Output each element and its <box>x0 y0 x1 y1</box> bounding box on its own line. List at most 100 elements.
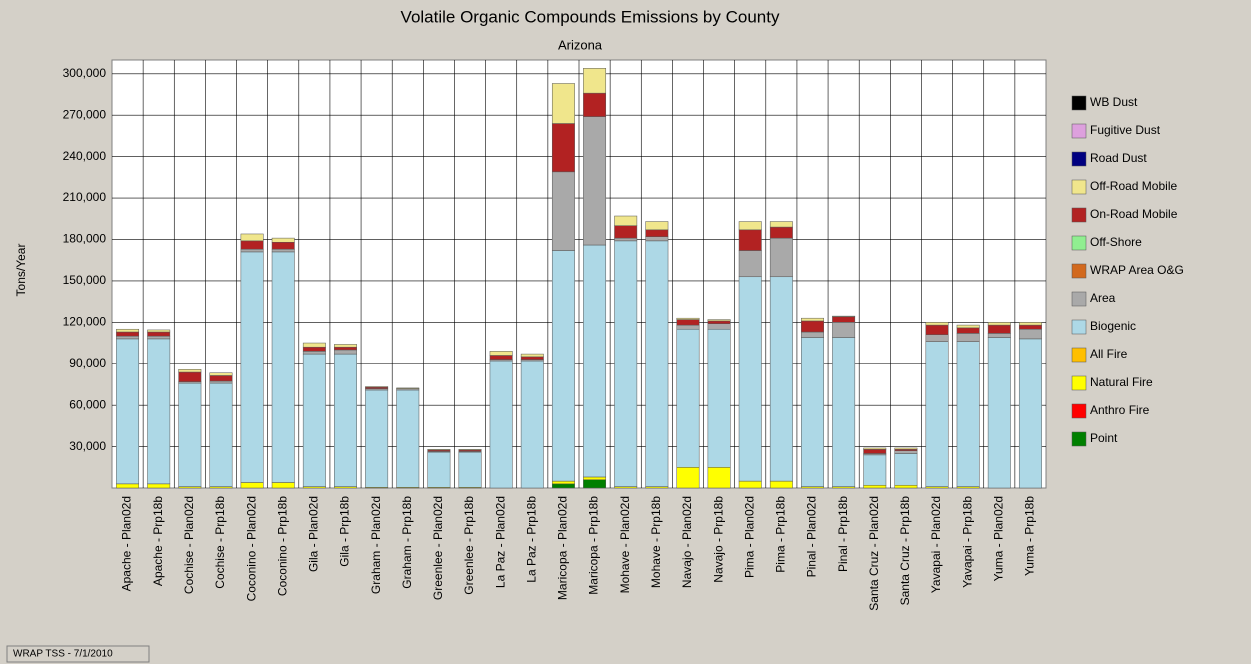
bar-segment <box>116 331 140 337</box>
bar-segment <box>925 334 949 342</box>
bar-segment <box>894 453 918 486</box>
bar-segment <box>801 331 824 338</box>
legend-label: Natural Fire <box>1090 375 1153 389</box>
bar-segment <box>676 467 700 489</box>
bar-segment <box>116 335 140 340</box>
bar-segment <box>1018 338 1042 489</box>
x-tick-label: Apache - Prp18b <box>151 496 165 586</box>
bar-segment <box>334 349 357 355</box>
x-tick-label: Pinal - Plan02d <box>805 496 819 577</box>
bar-segment <box>178 369 202 373</box>
y-tick-label: 30,000 <box>69 439 106 453</box>
x-tick-label: Greenlee - Plan02d <box>431 496 445 600</box>
bar-segment <box>614 215 638 226</box>
bar-segment <box>209 372 233 376</box>
y-tick-label: 270,000 <box>63 107 107 121</box>
x-tick-label: Navajo - Plan02d <box>680 496 694 588</box>
bar-segment <box>551 83 575 124</box>
bar-segment <box>738 221 762 231</box>
legend-swatch <box>1071 431 1087 447</box>
bar-segment <box>551 171 575 251</box>
bar-segment <box>271 248 295 253</box>
x-tick-label: La Paz - Prp18b <box>524 496 538 583</box>
x-tick-label: Yavapai - Plan02d <box>929 496 943 593</box>
bar-segment <box>209 380 233 384</box>
legend-swatch <box>1071 179 1087 195</box>
bar-segment <box>956 327 980 334</box>
chart-title: Volatile Organic Compounds Emissions by … <box>401 7 780 26</box>
x-tick-label: Yuma - Prp18b <box>1023 496 1037 576</box>
bar-segment <box>769 276 793 482</box>
x-tick-label: Pima - Prp18b <box>774 496 788 573</box>
bar-segment <box>116 328 140 333</box>
legend-swatch <box>1071 235 1087 251</box>
bar-segment <box>676 317 700 320</box>
bar-segment <box>925 322 949 326</box>
bar-segment <box>769 221 793 228</box>
bar-segment <box>738 250 762 278</box>
bar-segment <box>302 351 326 355</box>
bar-segment <box>365 386 389 388</box>
legend-swatch <box>1071 263 1087 279</box>
bar-segment <box>489 355 513 360</box>
bar-segment <box>178 371 202 382</box>
legend-swatch <box>1071 207 1087 223</box>
bar-segment <box>863 447 887 450</box>
x-tick-label: Maricopa - Plan02d <box>556 496 570 600</box>
bar-segment <box>832 337 856 487</box>
bar-segment <box>427 451 451 488</box>
legend-label: Point <box>1090 431 1118 445</box>
bar-segment <box>1018 322 1042 326</box>
bar-segment <box>551 123 575 173</box>
bar-segment <box>707 319 731 322</box>
bar-segment <box>302 346 326 352</box>
x-tick-label: Cochise - Plan02d <box>182 496 196 594</box>
bar-segment <box>583 116 607 246</box>
y-axis-label: Tons/Year <box>14 244 28 297</box>
y-tick-label: 60,000 <box>69 397 106 411</box>
bar-segment <box>583 68 607 94</box>
bar-segment <box>334 346 357 351</box>
legend-label: All Fire <box>1090 347 1128 361</box>
bar-segment <box>614 225 638 239</box>
bar-segment <box>551 483 575 489</box>
bar-segment <box>769 226 793 239</box>
legend-swatch <box>1071 95 1087 111</box>
bar-segment <box>271 237 295 243</box>
legend-swatch <box>1071 151 1087 167</box>
bar-segment <box>520 356 544 360</box>
legend-label: WRAP Area O&G <box>1090 263 1184 277</box>
bar-segment <box>551 480 575 485</box>
bar-segment <box>987 337 1011 489</box>
bar-segment <box>209 382 233 487</box>
x-tick-label: Pinal - Prp18b <box>836 496 850 572</box>
legend-label: On-Road Mobile <box>1090 207 1178 221</box>
legend-swatch <box>1071 319 1087 335</box>
x-tick-label: Yavapai - Prp18b <box>960 496 974 588</box>
legend-label: Area <box>1090 291 1116 305</box>
y-tick-label: 210,000 <box>63 190 107 204</box>
bar-segment <box>334 344 357 348</box>
x-tick-label: Yuma - Plan02d <box>991 496 1005 581</box>
bar-segment <box>271 241 295 250</box>
bar-segment <box>738 229 762 251</box>
bar-segment <box>147 338 171 485</box>
bar-segment <box>987 333 1011 338</box>
bar-segment <box>676 324 700 330</box>
bar-segment <box>707 323 731 330</box>
x-tick-label: Mohave - Prp18b <box>649 496 663 588</box>
legend-label: Off-Shore <box>1090 235 1142 249</box>
bar-segment <box>240 248 264 253</box>
x-tick-label: Santa Cruz - Prp18b <box>898 496 912 606</box>
footer: WRAP TSS - 7/1/2010 <box>13 649 113 660</box>
bar-segment <box>458 451 482 488</box>
bar-segment <box>801 320 824 333</box>
x-tick-label: Greenlee - Prp18b <box>462 496 476 595</box>
legend-swatch <box>1071 291 1087 307</box>
x-tick-label: Gila - Plan02d <box>307 496 321 572</box>
bar-segment <box>427 449 451 451</box>
bar-segment <box>894 447 918 450</box>
bar-segment <box>863 449 887 454</box>
bar-segment <box>832 322 856 338</box>
bar-segment <box>147 329 171 333</box>
